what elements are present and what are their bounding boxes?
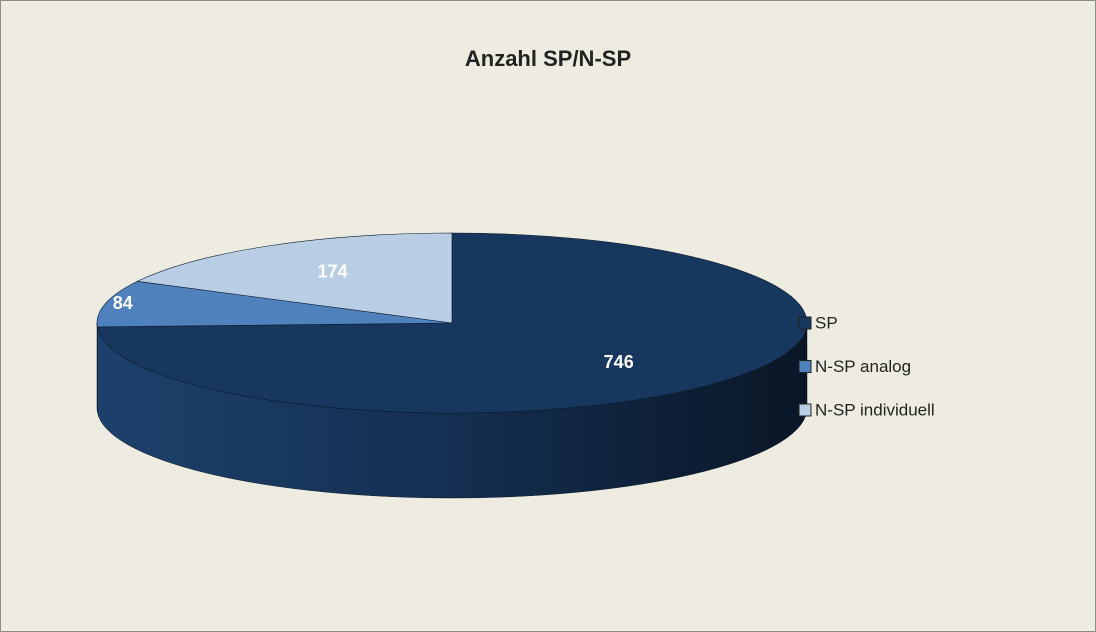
data-label: 746 bbox=[604, 352, 634, 372]
legend-swatch bbox=[798, 316, 812, 330]
pie-slice bbox=[96, 280, 453, 328]
legend: SP N-SP analog N-SP individuell bbox=[798, 313, 935, 419]
pie-slice bbox=[136, 232, 453, 324]
legend-label: N-SP individuell bbox=[815, 400, 935, 419]
chart-title: Anzahl SP/N-SP bbox=[465, 46, 631, 71]
data-label: 174 bbox=[317, 262, 347, 282]
pie: 746 84 174 bbox=[96, 232, 808, 499]
legend-label: N-SP analog bbox=[815, 357, 911, 376]
data-label: 84 bbox=[113, 293, 133, 313]
legend-swatch bbox=[798, 403, 812, 417]
legend-label: SP bbox=[815, 313, 838, 332]
legend-swatch bbox=[798, 360, 812, 373]
